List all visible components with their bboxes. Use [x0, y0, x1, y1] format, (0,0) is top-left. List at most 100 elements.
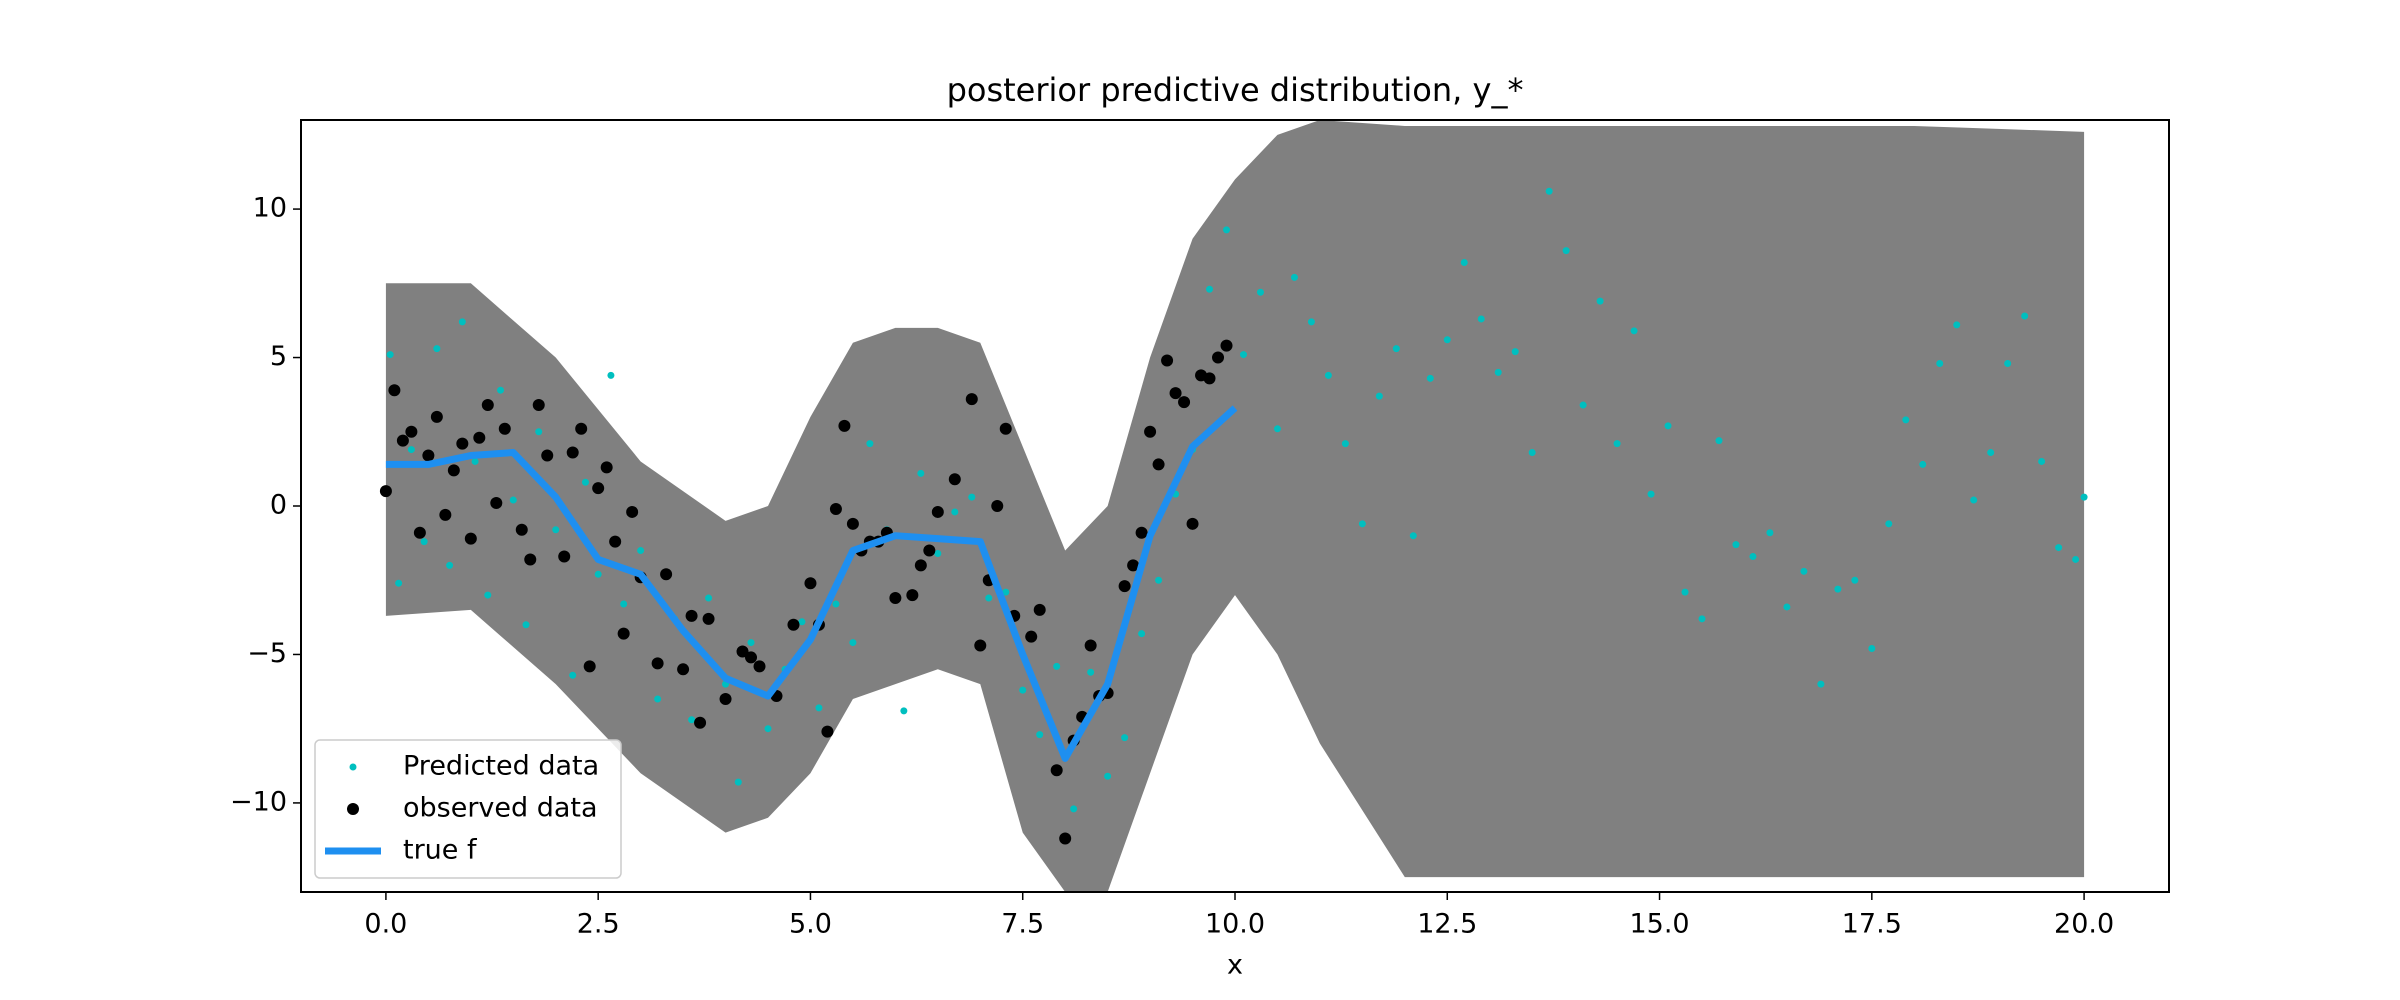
data-point [1025, 630, 1038, 643]
axes: 0.0 2.5 5.0 7.5 10.0 12.5 15.0 17.5 20.0 −10 −5 0 5 1… [230, 193, 2114, 940]
data-point [379, 485, 392, 498]
data-point [747, 639, 755, 647]
data-point [600, 461, 613, 474]
data-point [1127, 559, 1140, 572]
data-point [1341, 440, 1349, 448]
data-point [522, 621, 530, 629]
legend-box [314, 739, 622, 879]
data-point [1664, 422, 1672, 430]
data-point [931, 505, 944, 518]
data-point [1545, 187, 1553, 195]
data-point [1161, 354, 1174, 367]
data-point [1070, 805, 1078, 813]
data-point [934, 550, 942, 558]
data-point [1050, 764, 1063, 777]
data-point [617, 627, 630, 640]
data-point [2038, 457, 2046, 465]
data-point [1562, 247, 1570, 255]
data-point [846, 517, 859, 530]
data-point [413, 526, 426, 539]
data-point [702, 612, 715, 625]
data-point [1002, 588, 1010, 596]
data-point [1579, 401, 1587, 409]
data-point [569, 671, 577, 679]
data-point [968, 493, 976, 501]
data-point [991, 500, 1004, 512]
data-point [1223, 226, 1231, 234]
data-point [1392, 345, 1400, 353]
data-point [532, 399, 545, 412]
data-point [592, 482, 605, 495]
data-point [1511, 348, 1519, 356]
data-point [906, 589, 919, 602]
data-point [1443, 336, 1451, 344]
data-point [1528, 449, 1536, 457]
data-point [1749, 552, 1757, 560]
data-point [1104, 772, 1112, 780]
data-point [1290, 273, 1298, 281]
data-point [484, 591, 492, 599]
data-point [1155, 576, 1163, 584]
data-point [1186, 517, 1199, 530]
data-point [951, 508, 959, 516]
data-point [535, 428, 543, 436]
legend-label: observed data [403, 793, 598, 824]
data-point [923, 544, 936, 557]
y-tick-label: −5 [247, 638, 287, 669]
data-point [900, 707, 908, 715]
data-point [764, 725, 772, 733]
x-tick-label: 20.0 [2054, 909, 2114, 940]
data-point [1220, 339, 1233, 352]
data-point [688, 716, 696, 724]
data-point [524, 553, 537, 566]
data-point [541, 449, 554, 462]
data-point [1144, 425, 1157, 438]
data-point [620, 600, 628, 608]
data-point [388, 384, 401, 397]
data-point [609, 535, 622, 548]
data-point [566, 446, 579, 459]
data-point [1596, 297, 1604, 305]
data-point [1019, 686, 1027, 694]
data-point [1273, 425, 1281, 433]
data-point [999, 422, 1012, 435]
data-point [575, 422, 588, 435]
legend-label: Predicted data [403, 751, 599, 782]
data-point [974, 639, 987, 652]
data-point [1783, 603, 1791, 611]
data-point [1630, 327, 1638, 335]
y-tick-label: 5 [270, 341, 287, 372]
data-point [420, 538, 428, 546]
data-point [1970, 496, 1978, 504]
data-point [497, 386, 505, 394]
x-tick-label: 17.5 [1842, 909, 1902, 940]
data-point [651, 657, 664, 670]
data-point [1885, 520, 1893, 528]
data-point [736, 645, 749, 658]
data-point [1902, 416, 1910, 424]
data-point [1868, 645, 1876, 653]
data-point [439, 508, 452, 521]
data-point [654, 695, 662, 703]
data-point [821, 725, 834, 738]
data-point [395, 579, 403, 587]
data-point [889, 592, 902, 605]
data-point [965, 393, 978, 406]
data-point [1953, 321, 1961, 329]
data-point [1919, 460, 1927, 468]
x-tick-label: 7.5 [1001, 909, 1044, 940]
data-point [1059, 832, 1072, 845]
data-point [456, 437, 469, 450]
data-point [1732, 541, 1740, 549]
data-point [1375, 392, 1383, 400]
data-point [734, 778, 742, 786]
data-point [985, 594, 993, 602]
data-point [1239, 351, 1247, 359]
chart-title: posterior predictive distribution, y_* [947, 71, 1524, 109]
x-axis-label: x [1227, 950, 1243, 981]
data-point [1834, 585, 1842, 593]
data-point [1152, 458, 1165, 471]
data-point [2004, 359, 2012, 367]
data-point [473, 431, 486, 444]
data-point [2072, 555, 2080, 563]
